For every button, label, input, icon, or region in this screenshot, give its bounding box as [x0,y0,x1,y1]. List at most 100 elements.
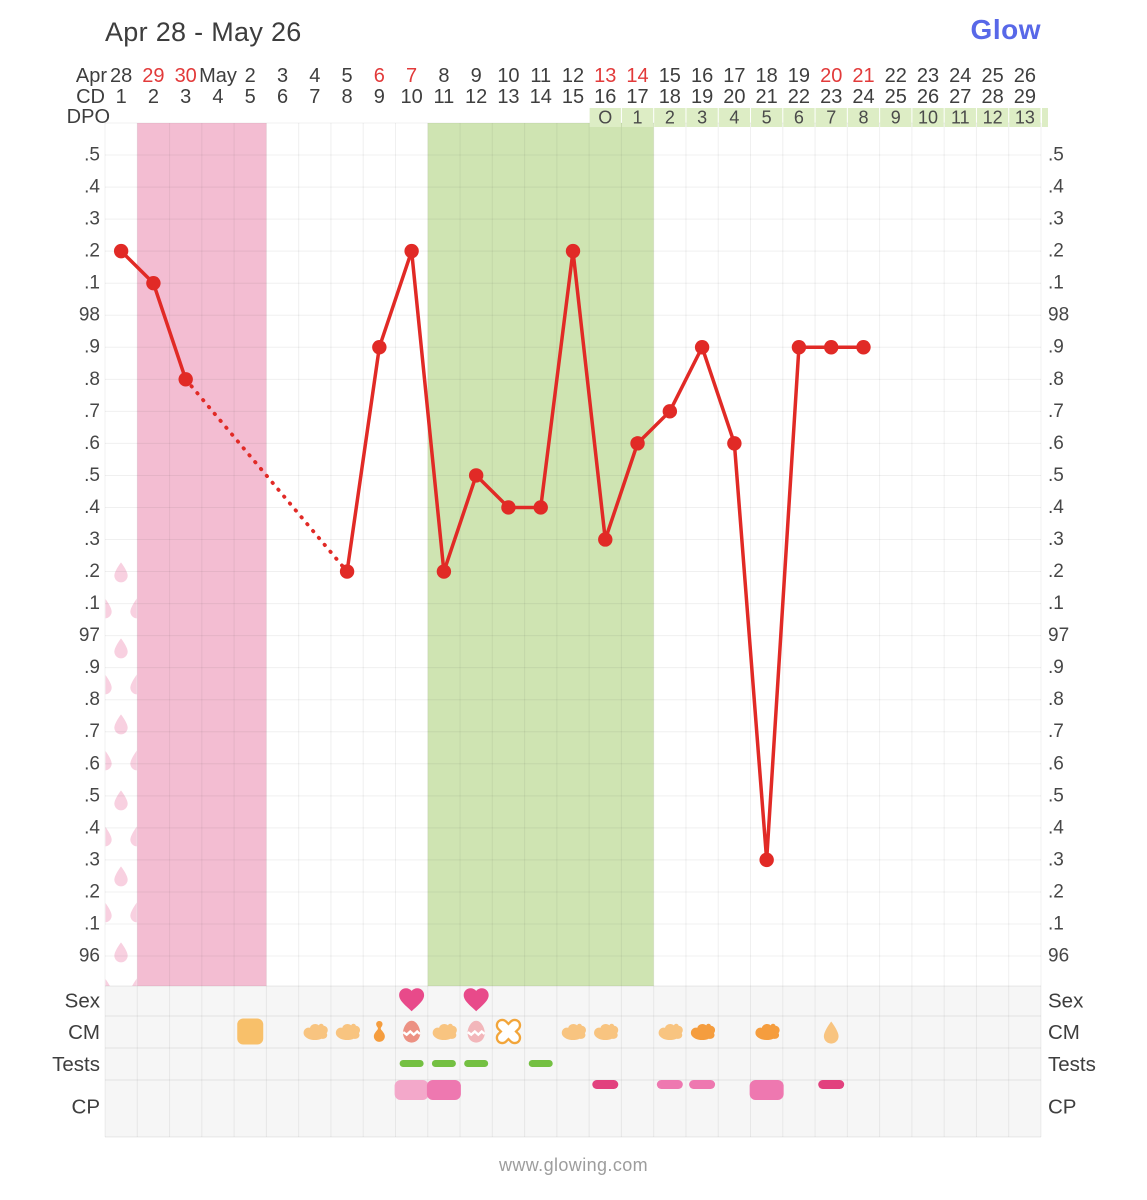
row-label-tests-right: Tests [1048,1053,1096,1076]
cd-label: 24 [852,86,874,108]
temp-tick-label: .6 [84,433,100,454]
dpo-label: 7 [826,108,836,128]
temp-tick-label: .2 [84,881,100,902]
cd-label: 11 [434,86,455,108]
cm-blob-icon [561,1023,586,1041]
cp-marker [426,1080,461,1100]
cp-marker [592,1080,619,1089]
grid [104,122,1042,1138]
bbt-point-cd21 [759,852,774,868]
temp-tick-label: .1 [1048,273,1064,294]
cd-label: 3 [180,86,191,108]
period-band [137,123,267,986]
date-label: 29 [142,65,164,87]
cd-label: 6 [277,86,288,108]
temp-tick-label: .1 [1048,913,1064,934]
fertile-window-band [427,123,654,986]
row-label-sex-right: Sex [1048,990,1084,1013]
dpo-label: 4 [729,108,739,128]
page-title: Apr 28 - May 26 [105,17,302,47]
cp-marker [689,1080,716,1089]
temp-tick-label: .8 [84,689,100,710]
sex-heart-icon [399,988,425,1012]
bbt-point-cd9 [372,340,387,355]
temp-tick-label: .9 [84,657,100,678]
temp-tick-label: .9 [84,337,100,358]
bbt-points [113,243,871,868]
tests-row-icons [399,1060,553,1067]
temp-tick-label: .2 [1048,561,1064,582]
test-line-icon [528,1060,553,1067]
temp-tick-label: .2 [1048,241,1064,262]
cd-label: 27 [949,86,971,108]
temp-tick-label: .7 [1048,721,1064,742]
temp-tick-label: .4 [84,817,100,838]
bottom-rows-background [105,986,1041,1137]
date-label: 2 [245,65,256,87]
date-label: 21 [852,65,874,87]
date-label: 23 [917,65,939,87]
temp-tick-label: .2 [1048,881,1064,902]
temp-tick-label: .5 [84,465,100,486]
dpo-label: 13 [1015,108,1035,128]
cd-row: CD 1 2 3 4 5 6 7 8 9 10 11 12 13 14 15 16 17 18 19 20 21 22 23 2… [76,86,1036,108]
temp-tick-label: .5 [1048,785,1064,806]
cd-label: 13 [497,86,519,108]
temp-tick-label: .5 [84,145,100,166]
date-label: 8 [438,65,449,87]
row-label-cm-right: CM [1048,1021,1080,1044]
cd-label: 25 [885,86,907,108]
dpo-label: 2 [665,108,675,128]
dpo-row: DPO O 1 2 3 4 5 6 7 8 9 10 11 12 13 [67,106,1048,128]
bbt-point-cd22 [791,340,807,355]
cm-egg-icon [402,1020,421,1043]
temp-tick-label: 98 [79,305,100,326]
dpo-label: 9 [891,108,901,128]
temp-tick-label: .1 [84,913,100,934]
cm-blob-icon [755,1023,780,1041]
bbt-point-cd1 [113,243,129,259]
row-labels: Sex Sex CM CM Tests Tests CP CP [52,990,1096,1119]
temp-tick-label: .2 [84,561,100,582]
cp-marker [394,1080,429,1100]
temp-tick-label: .4 [1048,177,1064,198]
temp-tick-label: 98 [1048,305,1069,326]
bbt-point-cd11 [436,564,452,579]
bbt-point-cd10 [404,243,419,259]
date-label: 19 [788,65,810,87]
date-label: 30 [175,65,197,87]
date-label: 4 [309,65,320,87]
date-label: 3 [277,65,288,87]
cm-blob-icon [303,1023,328,1041]
temp-tick-label: .3 [1048,209,1064,230]
date-label: 12 [562,65,584,87]
dpo-label: 8 [858,108,868,128]
date-label: 14 [626,65,648,87]
bbt-point-cd18 [662,404,678,419]
dpo-label: 6 [794,108,804,128]
bbt-dotted-gap-line [183,377,349,574]
month-label: Apr [76,65,107,87]
date-label: 10 [497,65,519,87]
cd-label: 29 [1014,86,1036,108]
date-label: 6 [374,65,385,87]
bbt-chart: Apr 28 29 30 May 2 3 4 5 6 7 8 9 10 11 12 13 14 15 16 17 18 19… [52,65,1096,1138]
cd-label: 10 [400,86,422,108]
temp-tick-label: 96 [1048,946,1069,967]
test-line-icon [431,1060,456,1067]
bbt-point-cd14 [533,500,548,515]
sex-heart-icon [463,988,489,1012]
temp-tick-label: .3 [84,529,100,550]
row-label-sex-left: Sex [65,990,101,1013]
cd-row-label: CD [76,86,105,108]
temp-tick-label: .5 [84,785,100,806]
date-label: 26 [1014,65,1036,87]
test-line-icon [464,1060,489,1067]
date-label: 28 [110,65,132,87]
bbt-point-cd12 [468,468,484,483]
temp-tick-label: .3 [1048,529,1064,550]
cm-x-icon [495,1018,522,1045]
temp-tick-label: .3 [1048,849,1064,870]
temp-tick-label: .4 [1048,497,1064,518]
